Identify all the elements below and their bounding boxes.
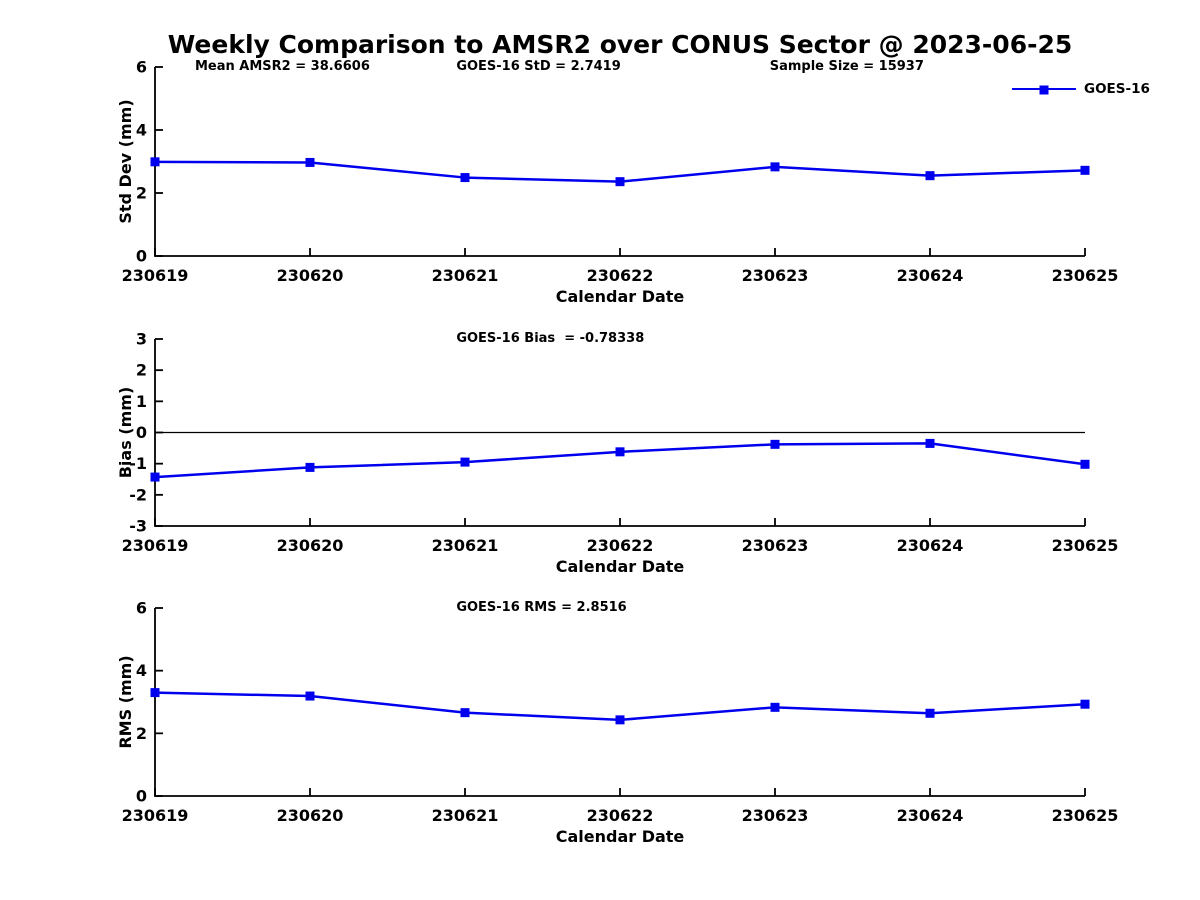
rms-data-point <box>305 691 315 701</box>
bias-x-axis-label: Calendar Date <box>556 557 685 576</box>
bias-y-tick-label: 3 <box>136 330 147 349</box>
rms-data-point <box>615 715 625 725</box>
std-dev-y-tick-label: 4 <box>136 121 147 140</box>
std-dev-data-point <box>305 157 315 167</box>
bias-x-tick-label: 230624 <box>897 536 964 555</box>
legend-square-marker-icon <box>1039 85 1049 95</box>
bias-y-tick-label: -1 <box>129 454 147 473</box>
rms-y-tick-label: 6 <box>136 599 147 618</box>
std-dev-data-point <box>460 173 470 183</box>
bias-x-tick-label: 230623 <box>742 536 809 555</box>
std-dev-x-tick-label: 230620 <box>277 266 344 285</box>
std-dev-data-point <box>615 177 625 187</box>
std-dev-x-tick-label: 230619 <box>122 266 189 285</box>
bias-data-point <box>460 457 470 467</box>
bias-data-point <box>305 462 315 472</box>
bias-data-point <box>925 438 935 448</box>
bias-y-tick-label: 0 <box>136 423 147 442</box>
std-dev-data-point <box>770 162 780 172</box>
rms-y-tick-label: 0 <box>136 787 147 806</box>
rms-x-tick-label: 230619 <box>122 806 189 825</box>
std-dev-x-tick-label: 230623 <box>742 266 809 285</box>
page-title: Weekly Comparison to AMSR2 over CONUS Se… <box>167 30 1073 59</box>
rms-x-tick-label: 230623 <box>742 806 809 825</box>
rms-x-tick-label: 230625 <box>1052 806 1119 825</box>
rms-x-tick-label: 230621 <box>432 806 499 825</box>
bias-data-point <box>150 472 160 482</box>
rms-x-tick-label: 230622 <box>587 806 654 825</box>
bias-x-tick-label: 230622 <box>587 536 654 555</box>
rms-data-point <box>1080 699 1090 709</box>
std-dev-y-axis-label: Std Dev (mm) <box>116 99 135 223</box>
bias-data-point <box>1080 459 1090 469</box>
bias-y-tick-label: 1 <box>136 392 147 411</box>
bias-x-tick-label: 230621 <box>432 536 499 555</box>
rms-data-point <box>460 708 470 718</box>
std-dev-y-tick-label: 6 <box>136 58 147 77</box>
bias-data-point <box>615 447 625 457</box>
bias-annotation: GOES-16 Bias = -0.78338 <box>456 331 644 346</box>
bias-y-tick-label: -3 <box>129 517 147 536</box>
std-dev-x-tick-label: 230625 <box>1052 266 1119 285</box>
std-dev-annotation: Mean AMSR2 = 38.6606 <box>195 59 370 74</box>
std-dev-y-tick-label: 2 <box>136 184 147 203</box>
bias-x-tick-label: 230620 <box>277 536 344 555</box>
bias-x-tick-label: 230625 <box>1052 536 1119 555</box>
bias-y-axis-label: Bias (mm) <box>116 387 135 479</box>
std-dev-x-axis-label: Calendar Date <box>556 287 685 306</box>
rms-data-point <box>925 708 935 718</box>
rms-x-tick-label: 230624 <box>897 806 964 825</box>
legend-label: GOES-16 <box>1084 81 1150 97</box>
std-dev-annotation: Sample Size = 15937 <box>770 59 924 74</box>
rms-annotation: GOES-16 RMS = 2.8516 <box>456 600 626 615</box>
rms-data-point <box>150 688 160 698</box>
std-dev-annotation: GOES-16 StD = 2.7419 <box>456 59 620 74</box>
bias-y-tick-label: -2 <box>129 485 147 504</box>
rms-x-axis-label: Calendar Date <box>556 827 685 846</box>
std-dev-data-point <box>1080 165 1090 175</box>
std-dev-x-tick-label: 230624 <box>897 266 964 285</box>
bias-data-point <box>770 439 780 449</box>
bias-x-tick-label: 230619 <box>122 536 189 555</box>
std-dev-data-point <box>150 157 160 167</box>
rms-y-tick-label: 2 <box>136 724 147 743</box>
bias-y-tick-label: 2 <box>136 361 147 380</box>
rms-x-tick-label: 230620 <box>277 806 344 825</box>
legend-line-sample <box>1012 85 1076 95</box>
rms-y-tick-label: 4 <box>136 661 147 680</box>
std-dev-y-tick-label: 0 <box>136 247 147 266</box>
std-dev-data-point <box>925 171 935 181</box>
std-dev-x-tick-label: 230621 <box>432 266 499 285</box>
std-dev-x-tick-label: 230622 <box>587 266 654 285</box>
rms-y-axis-label: RMS (mm) <box>116 655 135 748</box>
legend: GOES-16 <box>1012 81 1150 97</box>
rms-data-point <box>770 702 780 712</box>
